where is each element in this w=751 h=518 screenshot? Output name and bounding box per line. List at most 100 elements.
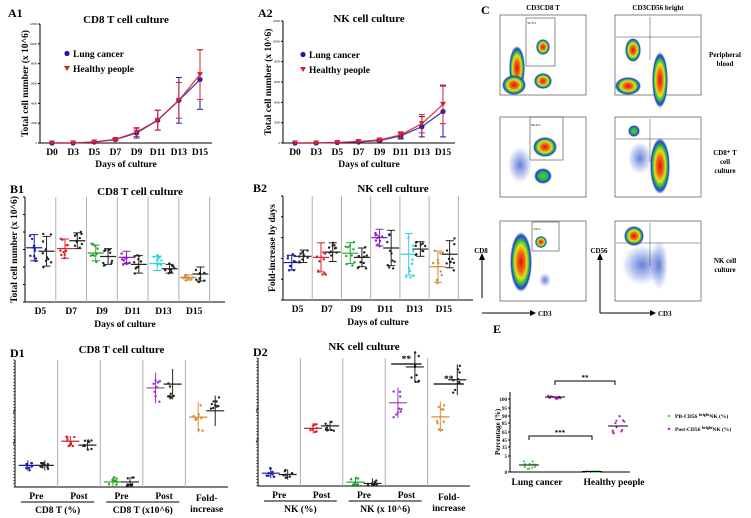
data-point: [412, 274, 415, 278]
data-point: [158, 400, 161, 403]
flow-population: [628, 142, 652, 174]
panel-label-d1: D1: [10, 346, 25, 360]
y-tick-label: 8000: [31, 62, 38, 66]
legend-label: Healthy people: [309, 66, 370, 76]
data-point: [442, 420, 445, 424]
data-point: [152, 382, 155, 385]
axis-label: CD3: [538, 310, 552, 318]
x-tick-label: Post: [155, 492, 173, 502]
x-axis-label: Days of culture: [347, 318, 409, 328]
data-point: [306, 256, 309, 259]
data-point: [46, 467, 50, 471]
x-tick-label: Fold-: [196, 494, 218, 504]
row-label: blood: [717, 60, 734, 68]
arrow-head-icon: [479, 253, 485, 260]
legend-text: PB-CD56: [675, 414, 699, 420]
data-point: [107, 483, 111, 486]
x-tick-label: Pre: [114, 492, 128, 502]
y-axis-label: Total cell number (x 10^6): [9, 196, 20, 303]
series-line: [52, 79, 201, 144]
data-point: [166, 395, 170, 398]
data-point: [126, 483, 129, 486]
data-point: [391, 259, 394, 262]
data-point: [315, 430, 318, 433]
y-tick-label: 45: [502, 439, 508, 444]
x-tick-label: Post: [313, 491, 331, 501]
x-tick-label: Lung cancer: [512, 478, 564, 488]
data-point: [158, 380, 162, 383]
row-label: cell: [720, 158, 730, 166]
data-point: [346, 246, 350, 249]
panel-label-b1: B1: [10, 182, 24, 196]
axis-break-icon: /: [255, 436, 259, 445]
panel-label-c: C: [481, 3, 490, 17]
data-point: [397, 132, 404, 138]
data-point: [46, 462, 50, 466]
data-point: [458, 371, 461, 374]
data-point: [40, 461, 43, 465]
data-point: [322, 258, 325, 261]
flow-population: [536, 39, 550, 55]
y-tick-label: 6000: [31, 82, 38, 86]
gate-percent: 3.9%: [533, 227, 540, 231]
data-point: [194, 418, 197, 421]
data-point: [317, 269, 320, 272]
flow-population: [652, 52, 668, 108]
data-point: [615, 419, 618, 422]
data-point: [333, 244, 336, 247]
x-tick-label: increase: [190, 505, 223, 515]
flow-population: [628, 125, 640, 137]
group-label: NK (x 10^6): [360, 504, 410, 515]
x-tick-label: D13: [171, 148, 188, 158]
data-point: [210, 402, 214, 406]
data-point: [414, 244, 417, 248]
gate-percent: 32.3%: [527, 21, 536, 25]
data-point: [322, 251, 325, 254]
data-point: [453, 243, 456, 246]
chart-title: CD8 T cell culture: [83, 14, 169, 26]
data-point: [418, 121, 425, 127]
significance-label: **: [582, 374, 590, 382]
x-tick-label: Post: [70, 492, 88, 502]
y-tick-label: 2000: [31, 121, 38, 125]
data-point: [30, 237, 34, 241]
data-point: [333, 247, 337, 250]
data-point: [288, 264, 292, 268]
data-point: [267, 474, 270, 477]
flow-population: [533, 137, 557, 157]
data-point: [330, 428, 333, 432]
x-tick-label: Pre: [272, 491, 286, 501]
data-point: [332, 429, 336, 432]
data-point: [113, 476, 116, 479]
data-point: [440, 273, 443, 277]
data-point: [209, 407, 213, 410]
data-point: [439, 252, 442, 255]
data-point: [393, 260, 396, 263]
data-point: [421, 242, 424, 245]
data-point: [399, 395, 402, 398]
y-tick-label: 8000: [274, 60, 281, 64]
data-point: [351, 264, 354, 267]
y-axis-label: Fold-increase by days: [268, 204, 278, 292]
legend-marker: [667, 427, 671, 431]
data-point: [435, 419, 439, 423]
x-tick-label: D11: [125, 307, 141, 317]
x-tick-label: D11: [377, 305, 393, 315]
legend-label: Healthy people: [73, 65, 134, 75]
legend-label: Lung cancer: [309, 51, 361, 61]
row-label: CD8⁺ T: [713, 149, 737, 157]
x-tick-label: D3: [310, 148, 322, 158]
flow-population: [534, 168, 552, 184]
series-line: [295, 103, 444, 144]
data-point: [436, 422, 439, 425]
data-point: [199, 404, 202, 407]
data-point: [47, 257, 50, 261]
data-point: [197, 72, 203, 78]
data-point: [323, 272, 326, 275]
data-point: [439, 270, 442, 273]
data-point: [110, 259, 114, 263]
row-label: culture: [714, 266, 735, 274]
data-point: [375, 479, 378, 482]
chart-title: CD8 T cell culture: [97, 186, 183, 198]
data-point: [344, 245, 347, 248]
